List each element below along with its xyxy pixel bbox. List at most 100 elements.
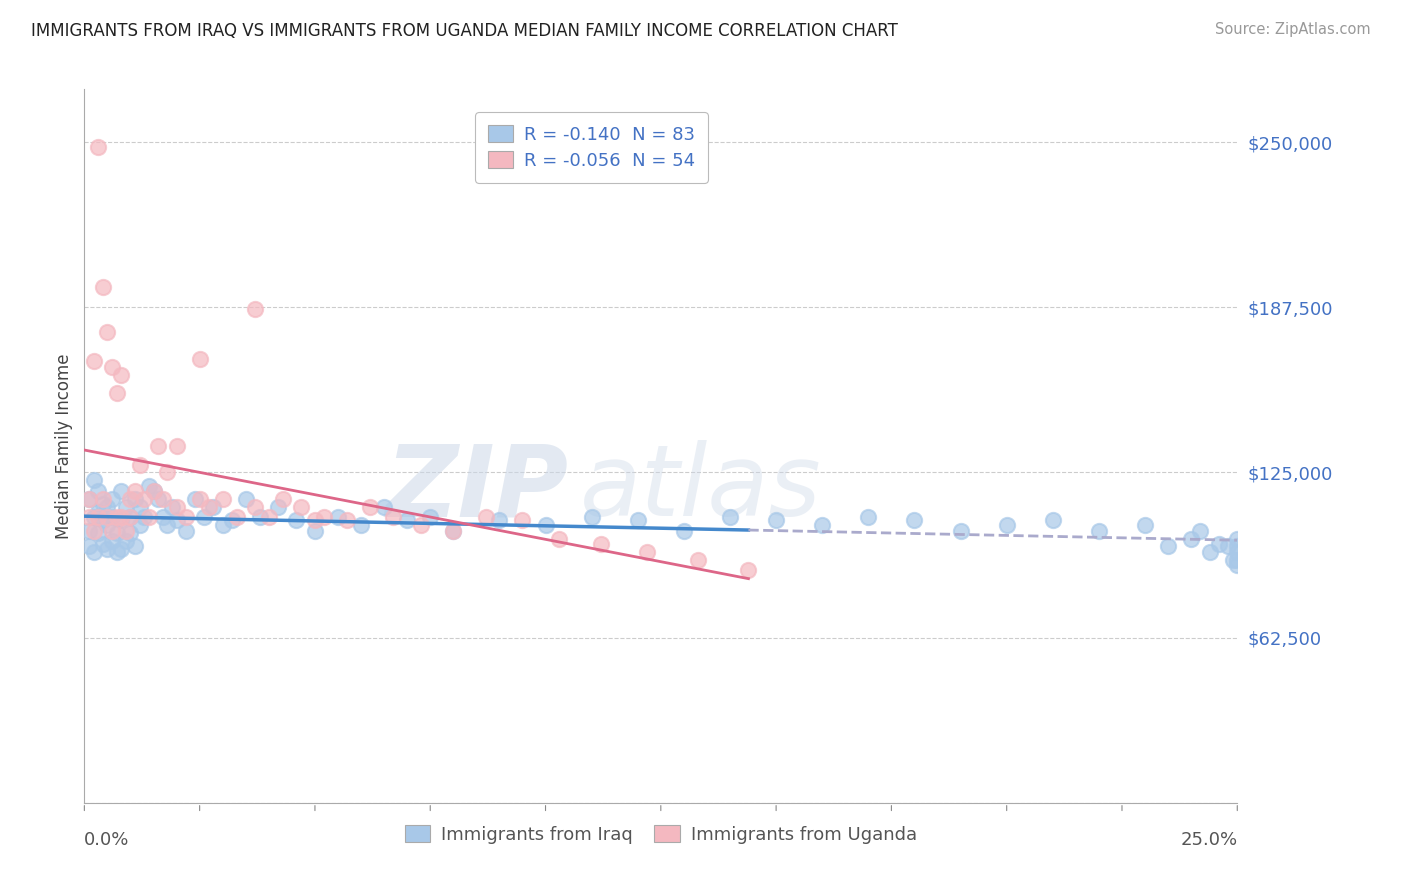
- Point: [96, 518, 118, 533]
- Point: [166, 500, 188, 514]
- Point: [396, 513, 419, 527]
- Point: [124, 491, 146, 506]
- Point: [903, 513, 925, 527]
- Point: [1226, 532, 1249, 546]
- Point: [193, 510, 215, 524]
- Point: [87, 526, 110, 541]
- Point: [105, 545, 128, 559]
- Point: [120, 510, 142, 524]
- Point: [589, 537, 612, 551]
- Point: [77, 510, 100, 524]
- Point: [548, 532, 571, 546]
- Point: [627, 513, 650, 527]
- Point: [243, 500, 266, 514]
- Point: [1133, 518, 1156, 533]
- Point: [87, 505, 110, 519]
- Point: [146, 491, 169, 506]
- Point: [96, 326, 118, 340]
- Point: [138, 510, 160, 524]
- Point: [101, 491, 124, 506]
- Point: [765, 513, 787, 527]
- Point: [1157, 540, 1180, 554]
- Point: [83, 354, 105, 368]
- Point: [949, 524, 972, 538]
- Point: [83, 510, 105, 524]
- Point: [1222, 552, 1244, 566]
- Point: [441, 524, 464, 538]
- Point: [636, 545, 658, 559]
- Point: [304, 524, 326, 538]
- Point: [91, 497, 114, 511]
- Point: [96, 500, 118, 514]
- Point: [152, 510, 174, 524]
- Point: [134, 491, 156, 506]
- Point: [373, 500, 395, 514]
- Point: [156, 466, 179, 480]
- Point: [243, 301, 266, 316]
- Point: [174, 524, 197, 538]
- Point: [202, 500, 225, 514]
- Point: [686, 552, 709, 566]
- Point: [419, 510, 441, 524]
- Point: [285, 513, 308, 527]
- Point: [382, 510, 405, 524]
- Point: [512, 513, 534, 527]
- Point: [1042, 513, 1064, 527]
- Point: [672, 524, 695, 538]
- Point: [441, 524, 464, 538]
- Point: [304, 513, 326, 527]
- Point: [271, 491, 294, 506]
- Point: [91, 513, 114, 527]
- Point: [359, 500, 381, 514]
- Point: [249, 510, 271, 524]
- Point: [128, 518, 150, 533]
- Point: [83, 524, 105, 538]
- Point: [134, 510, 156, 524]
- Point: [166, 439, 188, 453]
- Point: [156, 518, 179, 533]
- Point: [1208, 537, 1230, 551]
- Point: [166, 513, 188, 527]
- Point: [124, 540, 146, 554]
- Point: [142, 483, 165, 498]
- Point: [534, 518, 557, 533]
- Point: [146, 439, 169, 453]
- Point: [336, 513, 359, 527]
- Point: [290, 500, 312, 514]
- Point: [160, 500, 183, 514]
- Point: [718, 510, 741, 524]
- Point: [110, 542, 132, 557]
- Point: [211, 491, 233, 506]
- Point: [115, 524, 138, 538]
- Text: ZIP: ZIP: [385, 441, 568, 537]
- Point: [1180, 532, 1202, 546]
- Point: [488, 513, 510, 527]
- Point: [142, 483, 165, 498]
- Point: [77, 524, 100, 538]
- Point: [110, 513, 132, 527]
- Point: [83, 545, 105, 559]
- Point: [124, 483, 146, 498]
- Point: [120, 491, 142, 506]
- Point: [225, 510, 247, 524]
- Point: [184, 491, 207, 506]
- Text: 25.0%: 25.0%: [1180, 831, 1237, 849]
- Point: [115, 500, 138, 514]
- Point: [995, 518, 1018, 533]
- Point: [1198, 545, 1220, 559]
- Point: [87, 510, 110, 524]
- Point: [188, 491, 211, 506]
- Point: [110, 510, 132, 524]
- Text: atlas: atlas: [581, 441, 821, 537]
- Point: [77, 491, 100, 506]
- Point: [105, 526, 128, 541]
- Point: [138, 478, 160, 492]
- Point: [115, 534, 138, 549]
- Text: 0.0%: 0.0%: [84, 831, 129, 849]
- Point: [128, 500, 150, 514]
- Point: [1226, 545, 1249, 559]
- Point: [174, 510, 197, 524]
- Point: [267, 500, 290, 514]
- Point: [474, 510, 496, 524]
- Point: [101, 510, 124, 524]
